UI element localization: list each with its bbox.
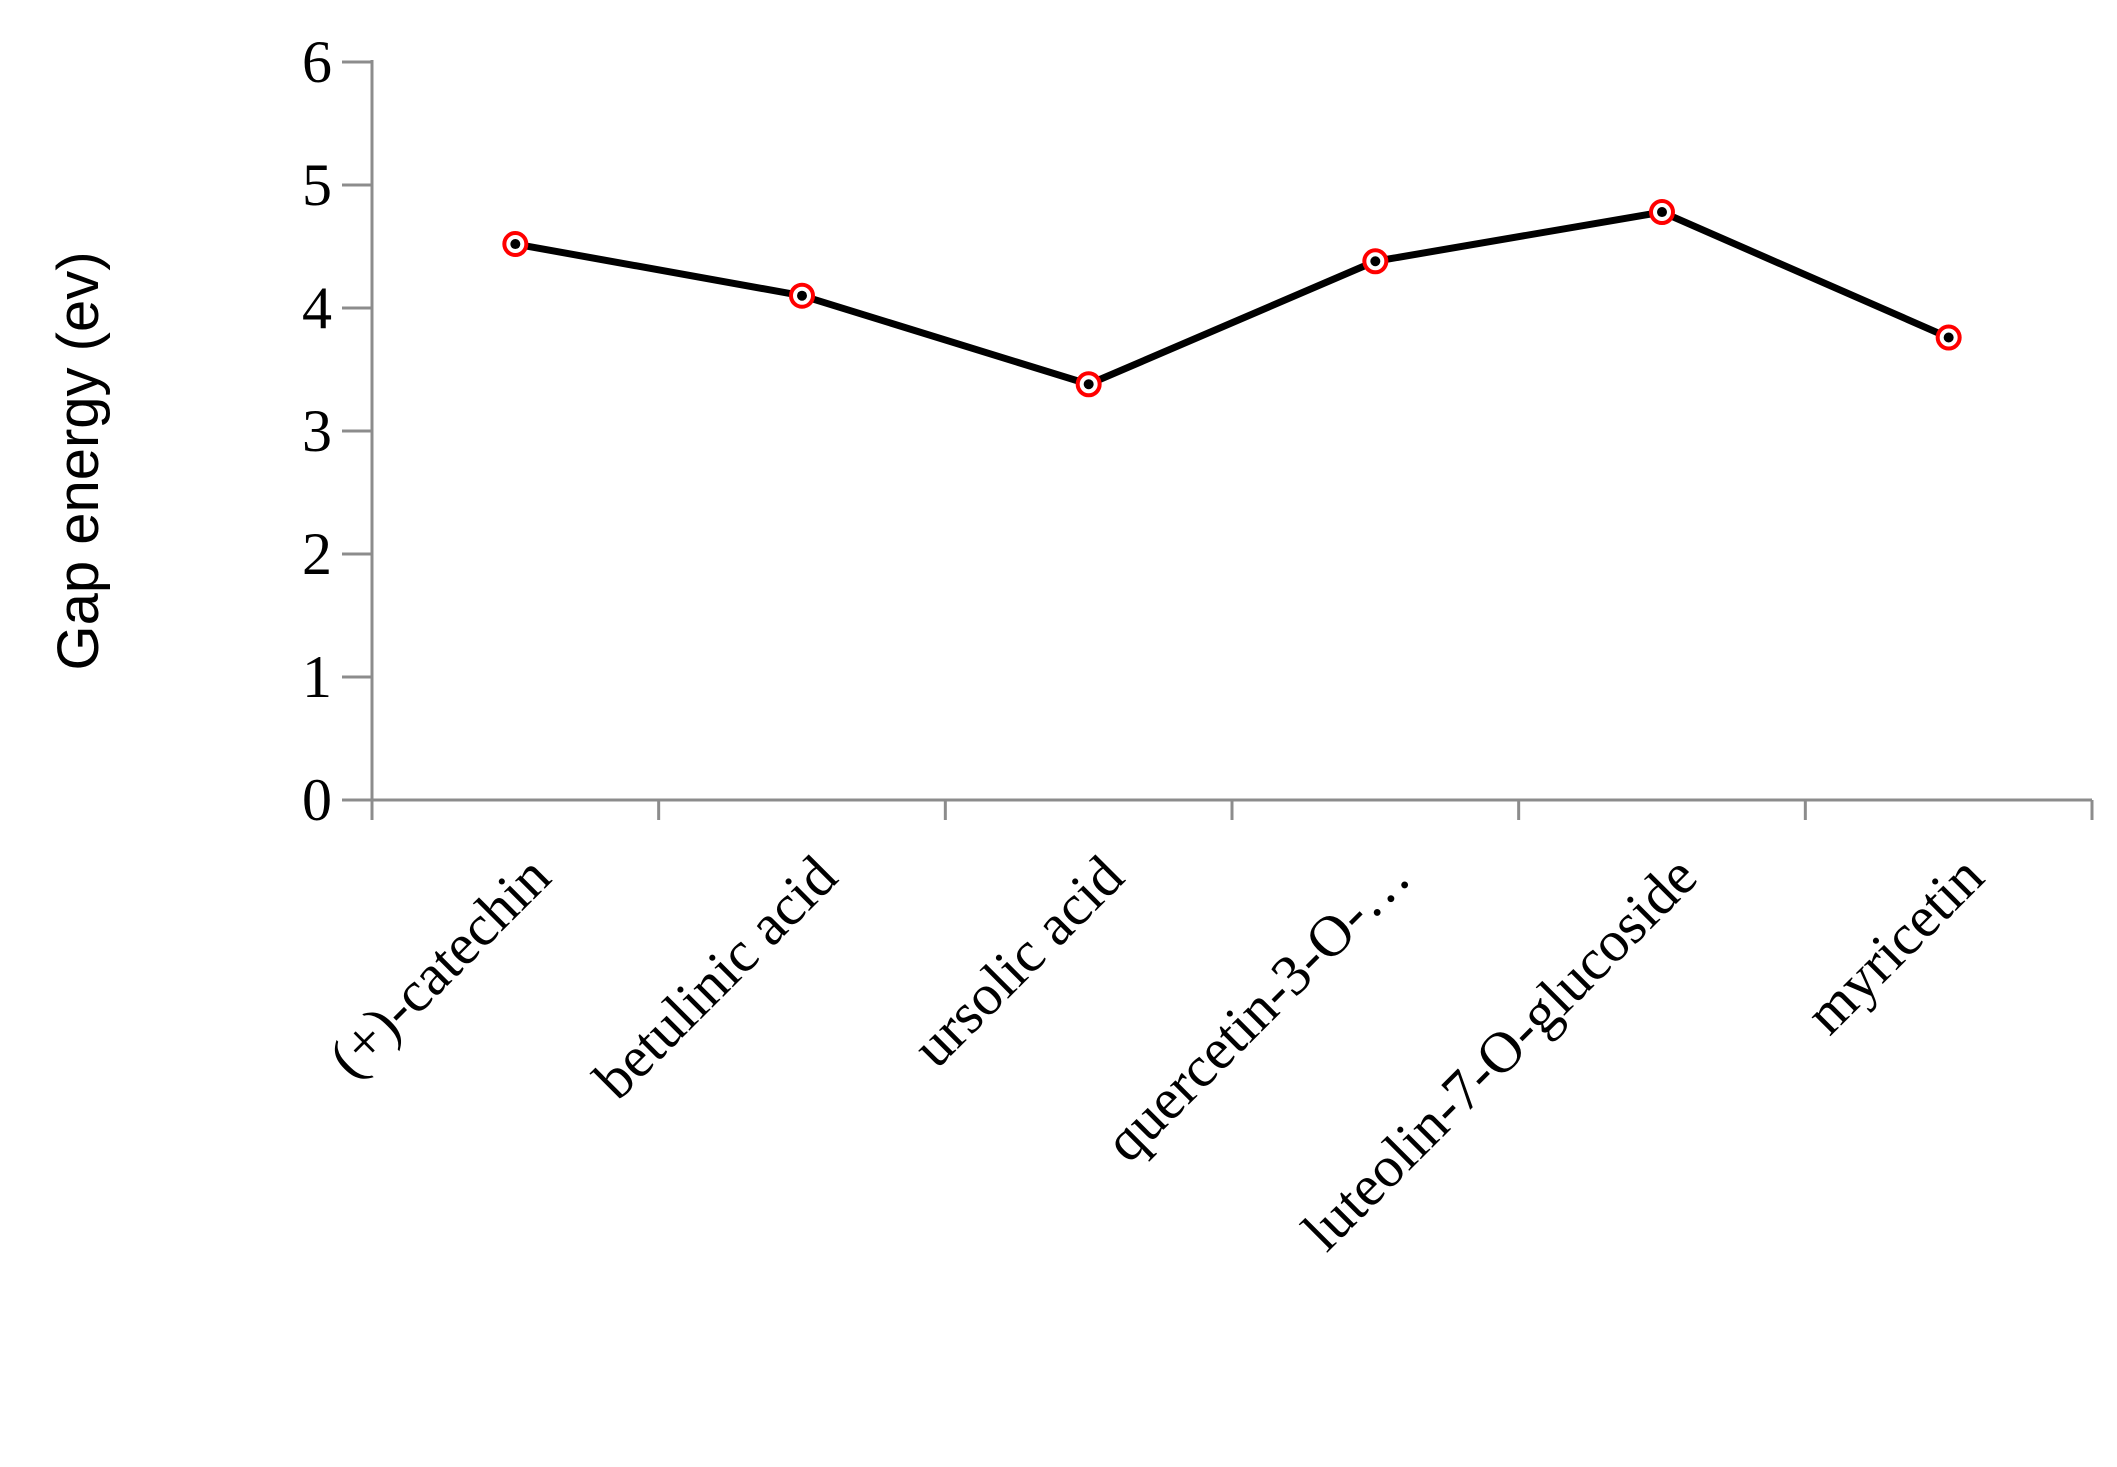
- label-layer: Gap energy (ev): [46, 251, 111, 670]
- y-tick-label: 6: [302, 29, 332, 95]
- data-point-dot: [1657, 207, 1667, 218]
- series-layer: [502, 199, 1962, 398]
- data-point-dot: [1083, 379, 1094, 390]
- y-tick-label: 2: [302, 521, 332, 587]
- x-tick-label: betulinic acid: [581, 843, 849, 1111]
- data-point-dot: [1943, 332, 1954, 343]
- y-tick-label: 5: [302, 152, 332, 218]
- x-axis: (+)-catechin betulinic acid ursolic acidqu…: [316, 798, 2094, 1263]
- y-tick-label: 1: [302, 644, 332, 710]
- x-tick-label: (+)-catechin: [316, 843, 563, 1090]
- y-axis-title: Gap energy (ev): [46, 251, 111, 670]
- x-tick-label: ursolic acid: [900, 843, 1136, 1079]
- y-tick-label: 4: [302, 275, 332, 341]
- data-point-dot: [797, 290, 807, 301]
- data-point-dot: [510, 239, 521, 250]
- series-line: [514, 208, 1951, 388]
- y-tick-label: 3: [302, 398, 332, 464]
- x-tick-label: quercetin-3-O-…: [1092, 843, 1423, 1174]
- data-point-dot: [1370, 256, 1381, 267]
- y-axis: 0 1 2 3 4 5 6: [302, 29, 374, 833]
- y-tick-label: 0: [302, 767, 332, 833]
- x-tick-label: myricetin: [1793, 843, 1996, 1046]
